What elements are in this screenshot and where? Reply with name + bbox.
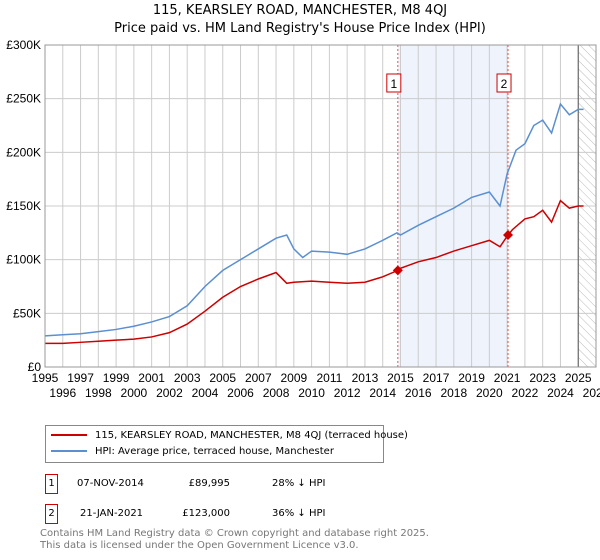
x-tick-label: 2015 — [387, 371, 414, 385]
x-tick-label: 2011 — [316, 371, 342, 385]
chart-title: 115, KEARSLEY ROAD, MANCHESTER, M8 4QJ Pr… — [0, 2, 600, 38]
x-tick-label: 2007 — [245, 371, 272, 385]
x-tick-label: 2002 — [156, 386, 183, 400]
subtitle-line: Price paid vs. HM Land Registry's House … — [114, 21, 486, 36]
x-tick-label: 2009 — [280, 371, 307, 385]
x-tick-label: 1997 — [67, 371, 94, 385]
sale-label-box — [496, 73, 512, 93]
x-tick-label: 2013 — [352, 371, 379, 385]
legend-item-hpi: HPI: Average price, terraced house, Manc… — [51, 444, 334, 460]
legend-swatch — [51, 450, 87, 452]
x-tick-label: 2022 — [512, 386, 539, 400]
legend-label: 115, KEARSLEY ROAD, MANCHESTER, M8 4QJ (… — [95, 430, 408, 441]
x-tick-label: 2026 — [583, 386, 600, 400]
x-tick-label: 2006 — [227, 386, 254, 400]
x-tick-label: 2020 — [476, 386, 503, 400]
sale-price: £89,995 — [188, 478, 230, 489]
legend-item-property: 115, KEARSLEY ROAD, MANCHESTER, M8 4QJ (… — [51, 428, 408, 444]
sale-point — [392, 265, 403, 276]
footer-line: Contains HM Land Registry data © Crown c… — [40, 528, 429, 539]
legend: 115, KEARSLEY ROAD, MANCHESTER, M8 4QJ (… — [45, 425, 408, 463]
x-tick-label: 2003 — [174, 371, 201, 385]
price-chart: 1995199619971998199920002001200220032004… — [6, 38, 600, 400]
title-line: 115, KEARSLEY ROAD, MANCHESTER, M8 4QJ — [152, 3, 448, 18]
x-tick-label: 2012 — [334, 386, 361, 400]
sale-label-box — [386, 73, 402, 93]
y-tick-label: £150K — [6, 199, 41, 213]
x-tick-label: 1995 — [32, 371, 59, 385]
x-tick-label: 2014 — [369, 386, 396, 400]
legend-label: HPI: Average price, terraced house, Manc… — [95, 446, 334, 457]
footer: Contains HM Land Registry data © Crown c… — [40, 528, 429, 552]
x-tick-label: 2010 — [298, 386, 325, 400]
sale-date: 21-JAN-2021 — [80, 508, 144, 519]
sale-row: 2 21-JAN-2021 £123,000 36% ↓ HPI — [45, 504, 445, 524]
x-tick-label: 2023 — [529, 371, 556, 385]
x-tick-label: 2019 — [458, 371, 485, 385]
series-line — [45, 199, 584, 345]
x-tick-label: 2017 — [423, 371, 450, 385]
x-tick-label: 2008 — [263, 386, 290, 400]
sale-row: 1 07-NOV-2014 £89,995 28% ↓ HPI — [45, 474, 445, 494]
y-tick-label: £50K — [13, 306, 41, 320]
sale-marker-label: 2 — [45, 504, 58, 524]
x-tick-label: 1998 — [85, 386, 112, 400]
series-line — [44, 102, 584, 337]
sale-label: 1 — [390, 77, 397, 91]
plot-frame — [44, 44, 597, 368]
footer-line: This data is licensed under the Open Gov… — [40, 540, 359, 551]
x-tick-label: 2024 — [547, 386, 574, 400]
legend-swatch — [51, 434, 87, 436]
y-tick-label: £300K — [6, 38, 41, 52]
x-tick-label: 2025 — [565, 371, 592, 385]
x-tick-label: 2001 — [138, 371, 165, 385]
y-tick-label: £100K — [6, 253, 41, 267]
x-tick-label: 2000 — [121, 386, 148, 400]
x-tick-label: 1996 — [49, 386, 76, 400]
sale-date: 07-NOV-2014 — [77, 478, 144, 489]
x-tick-label: 1999 — [103, 371, 130, 385]
x-tick-label: 2018 — [440, 386, 467, 400]
sale-point — [503, 229, 514, 240]
y-tick-label: £250K — [6, 92, 41, 106]
sale-price: £123,000 — [182, 508, 230, 519]
sale-hpi-diff: 28% ↓ HPI — [272, 478, 326, 489]
sale-hpi-diff: 36% ↓ HPI — [272, 508, 326, 519]
x-tick-label: 2021 — [494, 371, 521, 385]
y-tick-label: £200K — [6, 145, 41, 159]
x-tick-label: 2004 — [192, 386, 219, 400]
x-tick-label: 2005 — [209, 371, 236, 385]
sale-marker-label: 1 — [45, 474, 58, 494]
y-tick-label: £0 — [28, 360, 42, 374]
sale-label: 2 — [501, 77, 508, 91]
x-tick-label: 2016 — [405, 386, 432, 400]
